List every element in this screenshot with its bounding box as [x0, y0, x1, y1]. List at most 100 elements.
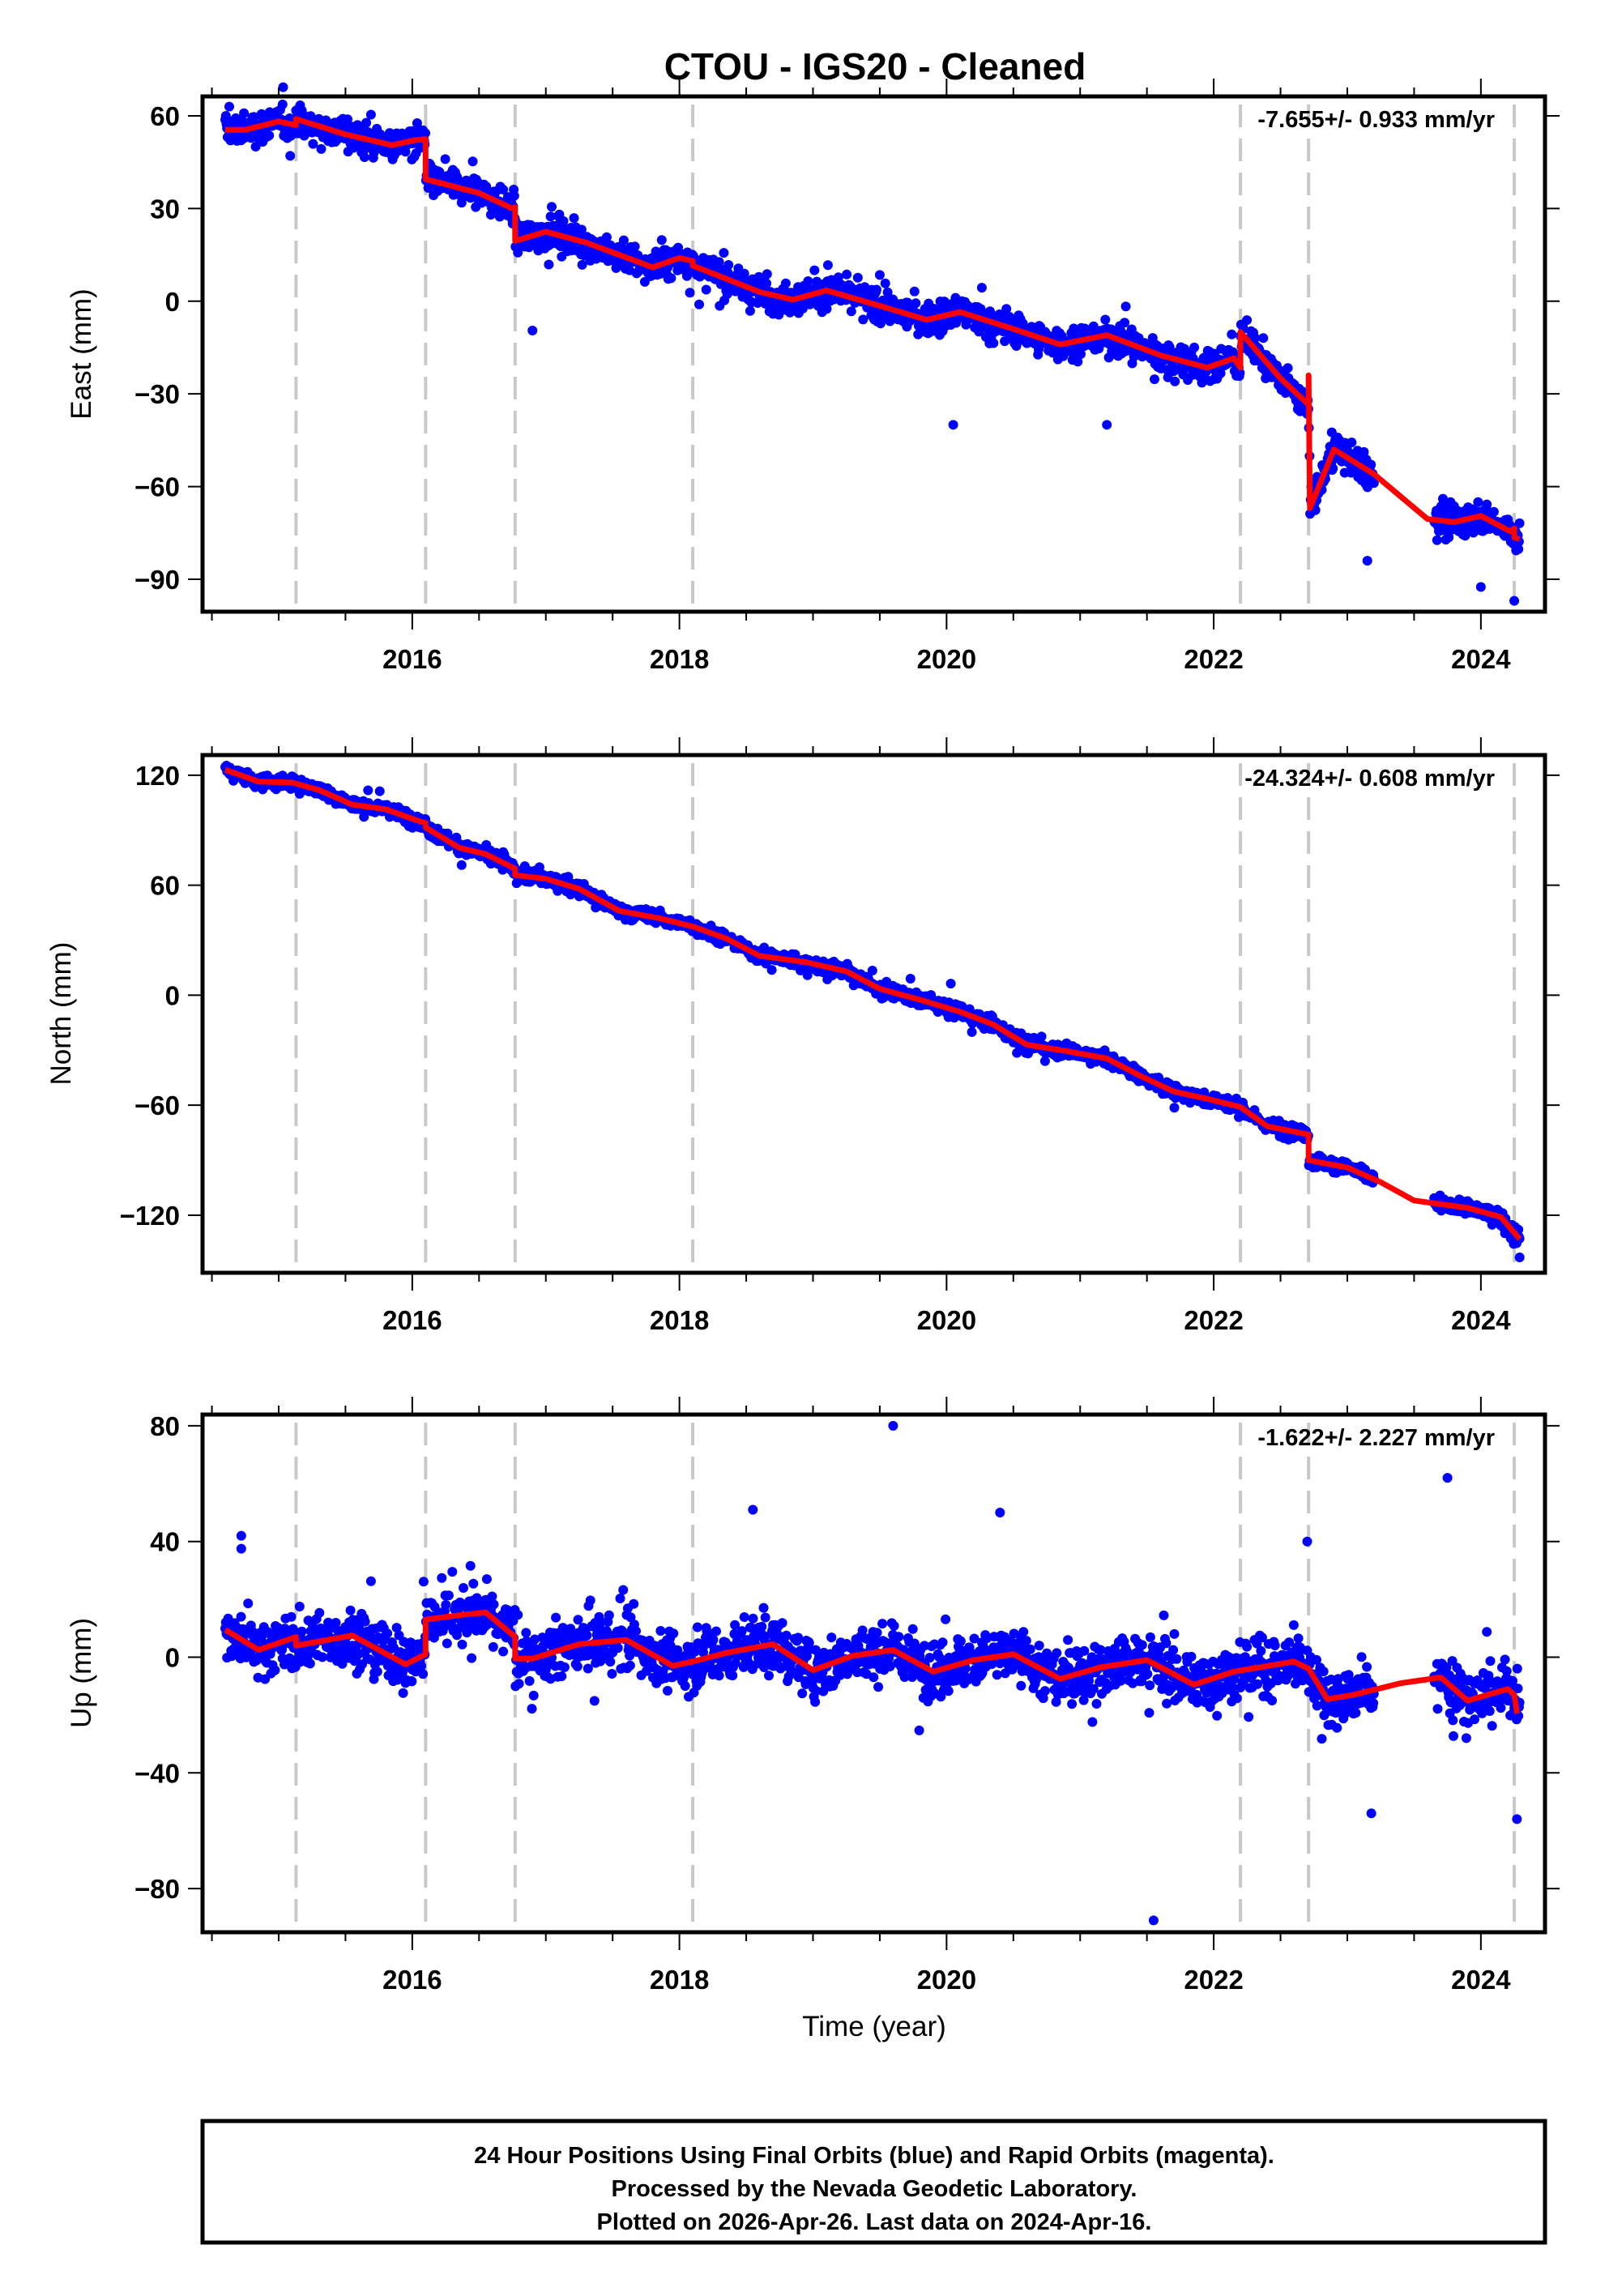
data-point [305, 1658, 315, 1669]
data-point [459, 1583, 468, 1593]
data-point [481, 1574, 492, 1585]
data-point [601, 232, 612, 242]
data-point [316, 143, 326, 154]
data-point [363, 785, 373, 796]
data-point [524, 1675, 535, 1686]
data-point [1328, 463, 1338, 474]
y-tick-label: 0 [165, 980, 180, 1010]
data-point [314, 1607, 325, 1618]
x-tick-label: 2024 [1451, 644, 1511, 674]
data-point-outlier [1514, 1252, 1525, 1262]
data-point [1283, 363, 1293, 373]
data-point [239, 108, 250, 118]
data-point [1460, 531, 1470, 541]
north-event-lines [294, 763, 1517, 1273]
data-point [846, 306, 856, 317]
data-point [1039, 1056, 1050, 1066]
data-point [1001, 304, 1012, 314]
data-point [382, 1628, 393, 1639]
data-point [365, 1576, 376, 1586]
data-point [880, 278, 890, 288]
data-point [569, 213, 579, 224]
y-tick-label: −90 [134, 565, 180, 595]
data-point [391, 1623, 402, 1633]
data-point [437, 1573, 447, 1583]
data-point [416, 1661, 426, 1671]
data-point [1164, 342, 1175, 352]
data-point [441, 1599, 451, 1610]
data-point [911, 298, 921, 309]
data-point [714, 257, 724, 267]
data-point [1250, 333, 1261, 344]
data-point [1169, 1103, 1180, 1113]
data-point [514, 1679, 524, 1689]
data-point [1438, 493, 1448, 504]
data-point [489, 1599, 499, 1610]
x-tick-label: 2018 [650, 644, 709, 674]
data-point [559, 1662, 570, 1672]
east-y-axis-label: East (mm) [66, 288, 97, 419]
data-point [1359, 446, 1369, 457]
data-point [1482, 499, 1492, 510]
data-point [1189, 342, 1200, 352]
data-point [437, 1625, 448, 1636]
data-point [513, 247, 523, 258]
data-point [988, 338, 999, 348]
data-point [443, 1590, 454, 1601]
data-point [294, 1602, 305, 1611]
data-point [976, 283, 987, 293]
y-tick-label: 60 [150, 101, 180, 131]
data-point [1150, 374, 1159, 385]
data-point [544, 259, 554, 270]
data-point [317, 1652, 327, 1662]
data-point [858, 314, 869, 325]
data-point [1513, 544, 1524, 554]
x-tick-label: 2022 [1184, 1305, 1243, 1335]
data-point [528, 1690, 539, 1701]
plot-frame [200, 753, 1547, 1275]
y-tick-label: 120 [135, 761, 180, 791]
north-rate-label: -24.324+/- 0.608 mm/yr [1244, 766, 1495, 792]
data-point [1170, 376, 1180, 386]
data-point [833, 272, 843, 283]
data-point [331, 1618, 341, 1628]
data-point [337, 1658, 348, 1669]
data-point [1215, 368, 1226, 378]
data-point [250, 142, 261, 152]
data-point [630, 241, 640, 252]
data-point [447, 1567, 458, 1577]
model-line [225, 116, 1521, 542]
data-point [547, 202, 557, 212]
data-point [545, 211, 556, 222]
data-point [802, 970, 813, 980]
data-point [530, 1634, 540, 1645]
data-point [467, 1653, 477, 1663]
up-scatter [220, 1420, 1525, 1926]
data-point [1368, 478, 1379, 489]
x-tick-label: 2018 [650, 1305, 709, 1335]
data-point [1120, 301, 1131, 312]
data-point [440, 154, 450, 164]
data-point [270, 1665, 280, 1675]
data-point-outlier [527, 326, 538, 336]
data-point [277, 99, 288, 109]
data-point [1227, 329, 1237, 339]
data-point [722, 289, 732, 299]
data-point [286, 1611, 297, 1622]
data-point [456, 860, 467, 870]
y-tick-label: −30 [134, 379, 180, 409]
data-point [345, 1605, 356, 1615]
data-point [618, 235, 629, 245]
data-point [220, 111, 231, 121]
data-point [967, 1026, 977, 1037]
y-tick-label: 30 [150, 194, 180, 224]
y-tick-label: −60 [134, 472, 180, 502]
east-rate-label: -7.655+/- 0.933 mm/yr [1257, 107, 1495, 133]
data-point [527, 1704, 537, 1714]
y-tick-label: 60 [150, 871, 180, 901]
data-point [498, 185, 509, 194]
data-point [701, 284, 711, 295]
